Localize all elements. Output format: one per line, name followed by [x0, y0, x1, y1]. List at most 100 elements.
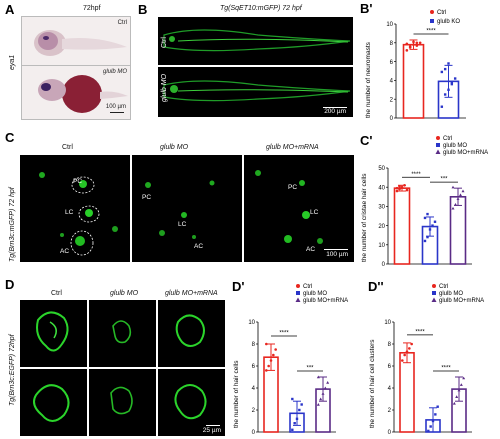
data-point: [459, 193, 462, 197]
data-point: [456, 197, 460, 200]
data-point: [321, 392, 325, 395]
legend-label: glulb MO+mRNA: [439, 298, 484, 304]
legend-marker: [296, 291, 300, 295]
panel-label-c: C: [5, 130, 15, 145]
data-point: [450, 82, 454, 86]
y-tick-label: 6: [252, 364, 256, 370]
data-point: [410, 342, 413, 346]
legend-label: Ctrl: [439, 284, 448, 290]
data-point: [429, 425, 432, 428]
hair-cell-image: [112, 320, 132, 344]
y-tick-label: 8: [390, 41, 394, 47]
data-point: [428, 228, 432, 231]
hair-cell-image: [174, 384, 207, 420]
annotation-pc-rescue: PC: [288, 184, 298, 191]
y-tick-label: 4: [388, 386, 392, 392]
legend-marker: [435, 149, 441, 154]
cristae-ctrl-image: [39, 172, 118, 256]
data-point: [401, 359, 404, 362]
panel-d-scale-text: 25 µm: [202, 426, 221, 434]
legend-label: glulb MO+mRNA: [443, 150, 488, 156]
panel-c-col-mo: glulb MO: [160, 144, 189, 151]
data-point: [400, 185, 404, 189]
data-point: [267, 364, 270, 368]
significance-label: ****: [279, 331, 289, 337]
data-point: [395, 186, 399, 190]
legend-marker: [296, 284, 300, 288]
panel-c-side-label: Tg(Brn3c:mGFP) 72 hpf: [9, 187, 16, 262]
data-point: [405, 188, 409, 192]
y-tick-label: 10: [248, 320, 255, 326]
panel-d-col-ctrl: Ctrl: [51, 290, 62, 297]
panel-c-image-mo: PC LC AC: [132, 155, 242, 262]
y-tick-label: 2: [390, 97, 394, 103]
data-point: [433, 220, 437, 223]
panel-label-cp: C': [360, 133, 372, 148]
legend-marker: [432, 284, 436, 288]
panel-d-image-rescue-bottom: 25 µm: [158, 369, 225, 436]
data-point: [298, 408, 301, 412]
data-point: [265, 342, 268, 346]
data-point: [319, 397, 323, 401]
y-tick-label: 40: [378, 185, 385, 191]
chart-c-prime: C' 0 10 20 30 40 50 the number of cristae hair …: [360, 133, 488, 268]
bar-0: [393, 187, 411, 265]
annotation-lc-mo: LC: [178, 221, 187, 228]
data-point: [274, 348, 277, 351]
data-point: [293, 422, 296, 425]
data-point: [418, 41, 422, 45]
panel-b-scalebar: [323, 106, 347, 108]
panel-d-image-ctrl-top: [20, 300, 87, 367]
data-point: [316, 375, 320, 379]
y-tick-label: 0: [390, 116, 394, 122]
data-point: [447, 62, 450, 65]
legend-marker: [295, 297, 301, 302]
data-point: [398, 184, 401, 188]
annotation-ac-ctrl: AC: [60, 248, 70, 255]
panel-b-row-ctrl: Ctrl: [161, 37, 168, 48]
panel-d-image-mo-bottom: [89, 369, 156, 436]
panel-b-row-mo: glulb MO: [161, 73, 168, 102]
panel-d-side-label: Tg(Brn3c:EGFP) 72hpf: [9, 334, 16, 406]
significance-label: ***: [440, 177, 448, 183]
data-point: [453, 77, 457, 80]
panel-label-a: A: [5, 2, 15, 17]
legend-label: glulb MO+mRNA: [303, 298, 348, 304]
embryo-ctrl-image: [34, 30, 127, 56]
data-point: [265, 369, 268, 372]
legend-label: glulb KO: [437, 19, 460, 25]
significance-label: ****: [415, 329, 425, 335]
y-tick-label: 50: [378, 166, 385, 172]
data-point: [426, 212, 429, 216]
panel-b-image-mo: 200 µm: [158, 67, 353, 117]
significance-label: ****: [426, 28, 436, 34]
data-point: [461, 189, 465, 193]
data-point: [272, 353, 275, 357]
data-point: [431, 419, 435, 423]
data-point: [436, 405, 439, 408]
panel-d-image-ctrl-bottom: [20, 369, 87, 436]
bar-2: [449, 196, 467, 265]
annotation-ac-rescue: AC: [306, 246, 316, 253]
data-point: [323, 386, 327, 390]
data-point: [443, 67, 447, 71]
y-tick-label: 10: [386, 22, 393, 28]
panel-c-scale-text: 100 µm: [326, 250, 348, 258]
panel-label-dpp: D'': [368, 279, 384, 294]
significance-label: ****: [441, 366, 451, 372]
data-point: [451, 185, 455, 189]
legend-marker: [432, 291, 436, 295]
data-point: [427, 429, 430, 433]
data-point: [408, 45, 412, 48]
data-point: [316, 403, 320, 406]
hair-cell-image: [36, 311, 69, 352]
data-point: [412, 40, 415, 44]
data-point: [291, 428, 294, 431]
panel-label-b: B: [138, 2, 148, 17]
data-point: [451, 206, 455, 210]
panel-label-bp: B': [360, 1, 372, 16]
panel-c-col-rescue: glulb MO+mRNA: [266, 144, 319, 151]
data-point: [459, 383, 463, 386]
panel-b-scale-text: 200 µm: [324, 107, 346, 115]
y-axis-label: the number of neuromasts: [365, 41, 372, 118]
